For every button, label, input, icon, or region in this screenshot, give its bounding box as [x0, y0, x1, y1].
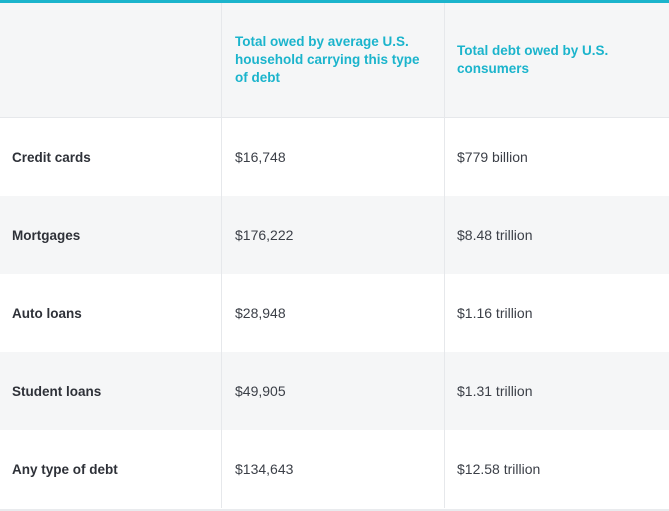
row-label: Mortgages — [12, 227, 81, 243]
table-row-label-cell: Any type of debt — [0, 430, 222, 508]
total-value: $1.16 trillion — [457, 305, 533, 321]
table-row-total-cell: $779 billion — [445, 118, 669, 196]
header-label-total: Total debt owed by U.S. consumers — [457, 43, 609, 76]
table-row-household-cell: $16,748 — [222, 118, 445, 196]
household-value: $49,905 — [235, 383, 286, 399]
row-label: Credit cards — [12, 149, 91, 165]
table-row-household-cell: $176,222 — [222, 196, 445, 274]
table-row-label-cell: Auto loans — [0, 274, 222, 352]
household-value: $16,748 — [235, 149, 286, 165]
table-row-label-cell: Student loans — [0, 352, 222, 430]
row-label: Auto loans — [12, 305, 82, 321]
header-empty-cell — [0, 3, 222, 118]
table-row-total-cell: $1.16 trillion — [445, 274, 669, 352]
header-household-cell: Total owed by average U.S. household car… — [222, 3, 445, 118]
table-row-total-cell: $8.48 trillion — [445, 196, 669, 274]
header-label-household: Total owed by average U.S. household car… — [235, 34, 420, 85]
table-row-label-cell: Credit cards — [0, 118, 222, 196]
table-row-household-cell: $28,948 — [222, 274, 445, 352]
row-label: Any type of debt — [12, 461, 118, 477]
household-value: $28,948 — [235, 305, 286, 321]
table-row-label-cell: Mortgages — [0, 196, 222, 274]
total-value: $779 billion — [457, 149, 528, 165]
table-row-household-cell: $134,643 — [222, 430, 445, 508]
table-bottom-divider — [0, 509, 669, 511]
household-value: $176,222 — [235, 227, 294, 243]
header-total-cell: Total debt owed by U.S. consumers — [445, 3, 669, 118]
table-row-total-cell: $1.31 trillion — [445, 352, 669, 430]
total-value: $12.58 trillion — [457, 461, 541, 477]
table-row-household-cell: $49,905 — [222, 352, 445, 430]
debt-table-grid: Total owed by average U.S. household car… — [0, 3, 669, 508]
table-row-total-cell: $12.58 trillion — [445, 430, 669, 508]
total-value: $8.48 trillion — [457, 227, 533, 243]
household-value: $134,643 — [235, 461, 294, 477]
total-value: $1.31 trillion — [457, 383, 533, 399]
row-label: Student loans — [12, 383, 102, 399]
